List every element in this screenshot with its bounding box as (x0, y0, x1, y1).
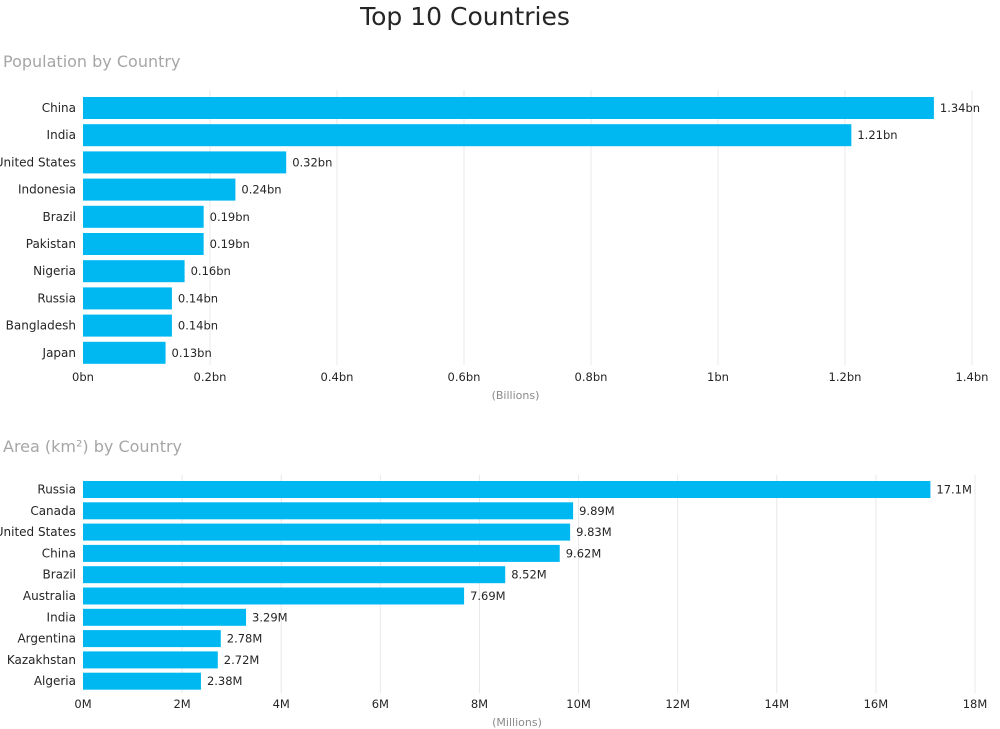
area-category-label: Australia (23, 589, 76, 603)
population-x-axis-label: (Billions) (492, 389, 540, 402)
population-value-label: 0.24bn (241, 183, 281, 197)
area-value-label: 9.89M (579, 504, 615, 518)
area-chart-title: Area (km²) by Country (3, 437, 183, 456)
area-x-tick-label: 2M (173, 697, 190, 711)
area-value-label: 9.83M (576, 525, 612, 539)
population-category-label: Brazil (43, 210, 77, 224)
area-x-tick-label: 18M (963, 697, 988, 711)
population-category-label: Bangladesh (6, 319, 76, 333)
area-x-tick-label: 14M (764, 697, 789, 711)
area-bar[interactable] (83, 630, 221, 648)
area-value-label: 2.38M (207, 674, 243, 688)
area-category-label: Algeria (34, 674, 76, 688)
area-value-label: 9.62M (566, 546, 602, 560)
population-bar[interactable] (83, 260, 185, 283)
area-x-tick-label: 10M (566, 697, 591, 711)
page-title: Top 10 Countries (360, 2, 570, 31)
area-value-label: 7.69M (470, 589, 506, 603)
area-value-label: 3.29M (252, 610, 288, 624)
area-bar[interactable] (83, 481, 931, 498)
area-category-label: China (42, 546, 76, 560)
population-category-label: Japan (42, 346, 76, 360)
population-category-label: Nigeria (33, 264, 76, 278)
area-x-tick-label: 6M (372, 697, 389, 711)
population-bar[interactable] (83, 233, 204, 255)
area-bar[interactable] (83, 587, 465, 605)
population-x-tick-label: 0.2bn (194, 370, 227, 384)
area-category-label: Brazil (43, 568, 77, 582)
area-category-label: India (47, 610, 76, 624)
population-bar[interactable] (83, 124, 852, 147)
area-value-label: 2.78M (227, 632, 263, 646)
area-category-label: Argentina (17, 632, 76, 646)
area-category-label: Russia (37, 483, 76, 497)
population-x-tick-label: 0.8bn (575, 370, 608, 384)
area-x-tick-label: 4M (273, 697, 290, 711)
population-bar[interactable] (83, 341, 166, 364)
population-value-label: 0.13bn (172, 346, 212, 360)
population-category-label: Russia (37, 291, 76, 305)
population-value-label: 0.32bn (292, 155, 332, 169)
population-category-label: United States (0, 155, 76, 169)
area-category-label: Kazakhstan (7, 653, 76, 667)
population-bar[interactable] (83, 205, 204, 228)
population-value-label: 1.21bn (857, 128, 897, 142)
population-value-label: 0.19bn (210, 210, 250, 224)
population-bar[interactable] (83, 178, 236, 201)
area-bar[interactable] (83, 502, 574, 520)
area-bar[interactable] (83, 672, 201, 690)
population-x-tick-label: 1.4bn (956, 370, 989, 384)
area-bar[interactable] (83, 544, 560, 562)
population-x-tick-label: 1.2bn (829, 370, 862, 384)
population-x-tick-label: 1bn (707, 370, 729, 384)
population-category-label: China (42, 101, 76, 115)
population-chart-title: Population by Country (3, 52, 181, 71)
area-x-tick-label: 16M (864, 697, 889, 711)
area-category-label: Canada (30, 504, 76, 518)
population-bar[interactable] (83, 151, 287, 174)
area-bar[interactable] (83, 651, 218, 669)
population-bar[interactable] (83, 97, 934, 119)
population-bar[interactable] (83, 314, 172, 337)
population-x-tick-label: 0.4bn (321, 370, 354, 384)
area-bar[interactable] (83, 566, 506, 584)
population-category-label: India (47, 128, 76, 142)
population-value-label: 0.19bn (210, 237, 250, 251)
area-x-axis-label: (Millions) (492, 716, 542, 729)
area-value-label: 17.1M (936, 483, 972, 497)
population-x-tick-label: 0.6bn (448, 370, 481, 384)
population-x-tick-label: 0bn (72, 370, 94, 384)
area-bar[interactable] (83, 608, 247, 626)
area-value-label: 8.52M (511, 568, 547, 582)
area-x-tick-label: 12M (665, 697, 690, 711)
area-x-tick-label: 8M (471, 697, 488, 711)
population-category-label: Pakistan (26, 237, 76, 251)
population-category-label: Indonesia (18, 183, 76, 197)
population-value-label: 1.34bn (940, 101, 980, 115)
area-value-label: 2.72M (224, 653, 260, 667)
area-x-tick-label: 0M (74, 697, 91, 711)
population-bar[interactable] (83, 287, 172, 310)
area-category-label: United States (0, 525, 76, 539)
population-value-label: 0.16bn (191, 264, 231, 278)
population-value-label: 0.14bn (178, 319, 218, 333)
population-value-label: 0.14bn (178, 291, 218, 305)
area-bar[interactable] (83, 523, 571, 541)
